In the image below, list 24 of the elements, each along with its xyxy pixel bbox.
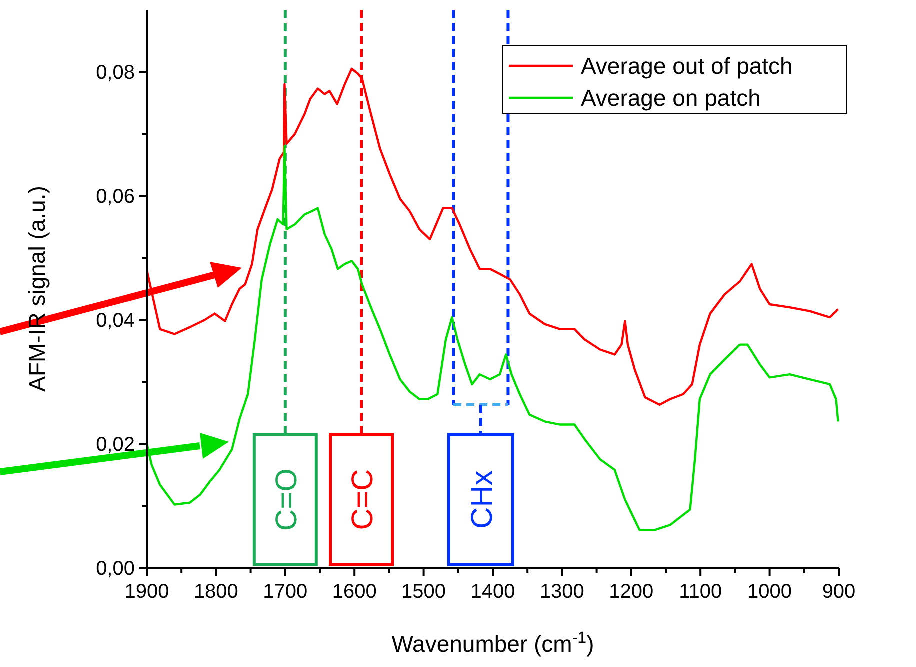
legend-label: Average out of patch [581,53,793,79]
y-tick-label: 0,06 [96,186,135,208]
x-tick-label: 1900 [124,581,170,603]
line-series [146,145,840,532]
ref-line-label: C=O [270,468,304,532]
annotation: CHx [466,470,499,529]
x-tick-label: 1100 [679,581,722,603]
x-tick-label: 1800 [194,581,238,603]
x-tick-label: 900 [822,581,856,603]
y-tick-label: 0,04 [96,310,135,332]
x-tick-label: 1400 [470,581,516,603]
ref-line-label: C=C [346,469,380,530]
y-tick-label: 0,08 [96,62,135,84]
x-tick-label: 1700 [263,581,308,603]
y-tick-label: 0,00 [96,558,135,580]
x-axis-title: Wavenumber (cm$^{-1}$) [392,629,594,657]
x-tick-label: 1500 [402,581,446,603]
legend-label: Average on patch [581,85,761,111]
x-tick-label: 1000 [748,581,792,603]
y-axis-title: AFM-IR signal (a.u.) [24,186,50,392]
x-tick-label: 1300 [540,581,584,603]
y-tick-label: 0,02 [96,434,135,456]
x-tick-label: 1200 [609,581,654,603]
x-tick-label: 1600 [332,581,377,603]
